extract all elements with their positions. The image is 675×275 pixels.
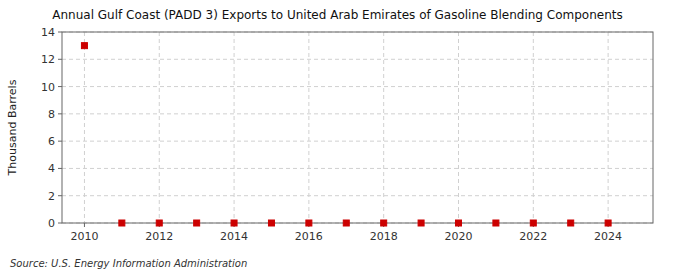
data-point	[418, 220, 424, 226]
x-tick-label: 2018	[370, 230, 398, 243]
data-point	[493, 220, 499, 226]
y-grid-line	[62, 195, 653, 196]
y-tick-label: 0	[48, 217, 55, 230]
data-point	[568, 220, 574, 226]
data-point	[381, 220, 387, 226]
y-tick	[58, 168, 62, 169]
plot-frame	[62, 32, 653, 223]
data-point	[455, 220, 461, 226]
y-axis: 0 2 4 6 8 10 12 14	[41, 26, 62, 230]
y-tick-label: 2	[48, 190, 55, 203]
data-point	[231, 220, 237, 226]
y-tick	[58, 59, 62, 60]
x-tick-label: 2020	[444, 230, 472, 243]
x-tick-label: 2016	[295, 230, 323, 243]
data-point	[530, 220, 536, 226]
y-tick-label: 14	[41, 26, 55, 39]
y-grid-line	[62, 86, 653, 87]
data-point	[119, 220, 125, 226]
source-note: Source: U.S. Energy Information Administ…	[10, 258, 247, 269]
x-grid-line	[234, 32, 235, 223]
y-grid-line	[62, 59, 653, 60]
x-grid-line	[608, 32, 609, 223]
x-tick-label: 2012	[145, 230, 173, 243]
y-grid-line	[62, 168, 653, 169]
y-tick	[58, 86, 62, 87]
y-grid-line	[62, 141, 653, 142]
data-point	[81, 43, 87, 49]
y-axis-label: Thousand Barrels	[6, 79, 19, 176]
y-tick-label: 8	[48, 108, 55, 121]
y-tick-label: 10	[41, 81, 55, 94]
y-tick	[58, 32, 62, 33]
chart-svg: 2010 2012 2014 2016 2018 2020 2022 2024 0 2 4 6 8 10 1…	[0, 0, 675, 275]
x-tick-label: 2014	[220, 230, 248, 243]
data-point	[194, 220, 200, 226]
y-tick-label: 12	[41, 53, 55, 66]
x-grid-line	[533, 32, 534, 223]
y-grid-line	[62, 113, 653, 114]
data-point	[268, 220, 274, 226]
data-point	[156, 220, 162, 226]
grid	[62, 32, 653, 223]
x-grid-line	[84, 32, 85, 223]
data-point	[306, 220, 312, 226]
x-grid-line	[308, 32, 309, 223]
y-tick	[58, 195, 62, 196]
chart-title: Annual Gulf Coast (PADD 3) Exports to Un…	[52, 8, 622, 22]
chart-container: 2010 2012 2014 2016 2018 2020 2022 2024 0 2 4 6 8 10 1…	[0, 0, 675, 275]
x-grid-line	[383, 32, 384, 223]
y-tick-label: 6	[48, 135, 55, 148]
markers	[81, 43, 611, 226]
y-tick	[58, 113, 62, 114]
x-tick-label: 2024	[594, 230, 622, 243]
plot-background	[62, 32, 653, 223]
y-tick-label: 4	[48, 162, 55, 175]
data-point	[605, 220, 611, 226]
x-tick-label: 2022	[519, 230, 547, 243]
y-tick	[58, 223, 62, 224]
data-point	[343, 220, 349, 226]
x-tick	[84, 223, 85, 227]
x-grid-line	[159, 32, 160, 223]
x-grid-line	[458, 32, 459, 223]
x-tick-label: 2010	[70, 230, 98, 243]
y-tick	[58, 141, 62, 142]
